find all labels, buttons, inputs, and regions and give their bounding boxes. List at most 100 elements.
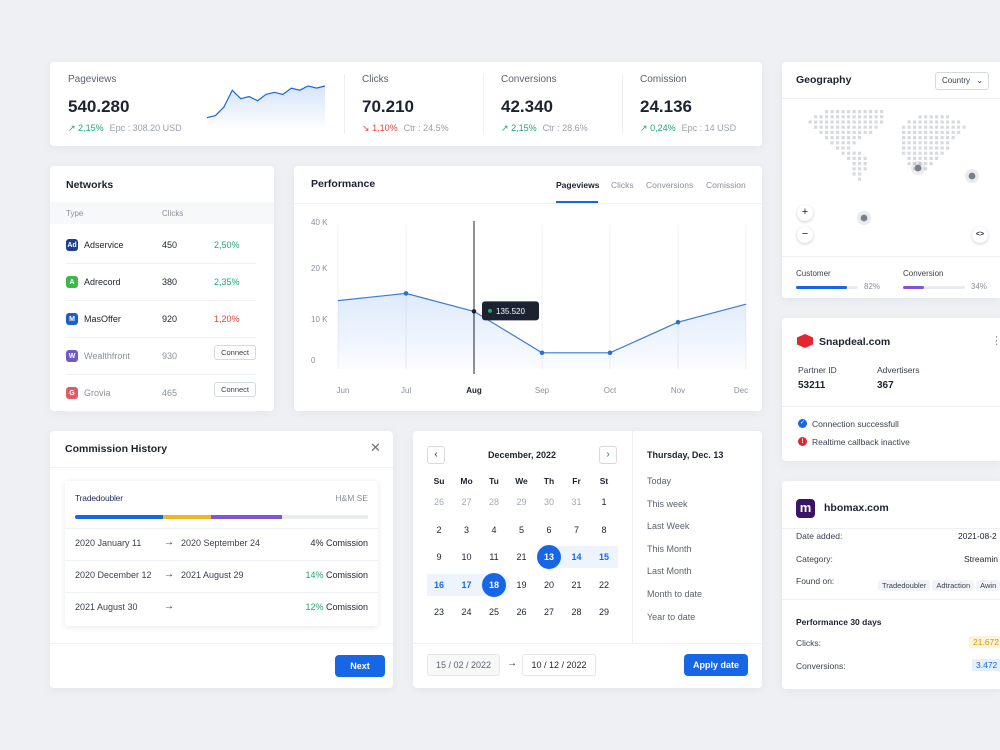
calendar-day[interactable]: 24 bbox=[461, 607, 472, 618]
calendar-day[interactable]: 8 bbox=[601, 524, 607, 535]
map-dot bbox=[951, 120, 955, 124]
date-to-input[interactable]: 10 / 12 / 2022 bbox=[522, 654, 596, 676]
calendar-day[interactable]: 11 bbox=[489, 552, 499, 563]
map-dot bbox=[830, 110, 834, 114]
calendar-day[interactable]: 20 bbox=[543, 579, 554, 590]
commission-pct: 12% bbox=[305, 602, 324, 612]
data-point[interactable] bbox=[607, 350, 613, 356]
data-point[interactable] bbox=[471, 309, 477, 314]
calendar-day[interactable]: 31 bbox=[571, 497, 582, 507]
calendar-day[interactable]: 29 bbox=[516, 497, 527, 507]
calendar-day[interactable]: 21 bbox=[516, 552, 527, 563]
calendar-day[interactable]: 22 bbox=[598, 579, 609, 590]
quick-range-option[interactable]: Year to date bbox=[647, 611, 696, 622]
network-rate: 2,35% bbox=[214, 277, 240, 287]
map-marker[interactable] bbox=[860, 214, 868, 222]
expand-button[interactable]: <> bbox=[972, 227, 988, 243]
quick-range-option[interactable]: Month to date bbox=[647, 589, 703, 599]
calendar-day[interactable]: 27 bbox=[461, 497, 472, 507]
calendar-day[interactable]: 21 bbox=[571, 579, 582, 590]
partner-label: Partner ID bbox=[798, 365, 837, 375]
calendar-day[interactable]: 2 bbox=[436, 524, 442, 535]
calendar-day[interactable]: 17 bbox=[461, 579, 472, 590]
arrow-up-icon: ↗ bbox=[640, 123, 648, 133]
calendar-day[interactable]: 14 bbox=[571, 552, 582, 563]
next-button[interactable]: Next bbox=[335, 655, 385, 677]
quick-range-option[interactable]: This Month bbox=[647, 543, 692, 554]
tooltip-value: 135.520 bbox=[496, 307, 525, 316]
calendar-day[interactable]: 4 bbox=[491, 524, 497, 535]
map-dot bbox=[940, 136, 944, 140]
calendar-day[interactable]: 26 bbox=[433, 497, 444, 507]
calendar-day[interactable]: 7 bbox=[573, 524, 579, 535]
calendar-day[interactable]: 26 bbox=[516, 607, 527, 618]
calendar-day[interactable]: 28 bbox=[488, 497, 499, 507]
prev-month-button[interactable]: ‹ bbox=[427, 446, 445, 464]
map-dot bbox=[874, 125, 878, 129]
map-dot bbox=[869, 110, 873, 114]
map-dot bbox=[852, 151, 856, 155]
stat-label: Conversions bbox=[501, 74, 557, 85]
calendar-day[interactable]: 25 bbox=[488, 607, 499, 618]
map-marker[interactable] bbox=[968, 172, 976, 180]
map-dot bbox=[836, 146, 840, 150]
stat-value: 70.210 bbox=[362, 97, 414, 116]
calendar-day[interactable]: 16 bbox=[433, 579, 444, 590]
calendar-day[interactable]: 9 bbox=[436, 552, 442, 563]
stat-label: Comission bbox=[640, 74, 687, 85]
map-dot bbox=[902, 130, 906, 134]
data-point[interactable] bbox=[403, 291, 409, 296]
map-dot bbox=[913, 156, 917, 160]
map-dot bbox=[869, 125, 873, 129]
map-marker[interactable] bbox=[914, 164, 922, 172]
card-title: Geography bbox=[796, 74, 852, 86]
commission-rate: 4% Comission bbox=[310, 538, 368, 548]
calendar-day[interactable]: 29 bbox=[598, 607, 609, 618]
weekday-label: Fr bbox=[572, 476, 581, 486]
calendar-day[interactable]: 27 bbox=[543, 607, 554, 618]
zoom-out-button[interactable]: − bbox=[797, 227, 813, 243]
date-from-input[interactable]: 15 / 02 / 2022 bbox=[427, 654, 500, 676]
next-month-button[interactable]: › bbox=[599, 446, 617, 464]
calendar-day-selected[interactable]: 18 bbox=[482, 572, 506, 597]
map-dot bbox=[935, 120, 939, 124]
data-point[interactable] bbox=[675, 319, 681, 325]
performance-chart: 40 K 20 K 10 K 0 Jun Jul Aug Sep Oct Nov Dec 135.52… bbox=[311, 218, 748, 395]
apply-date-button[interactable]: Apply date bbox=[684, 654, 748, 676]
network-logo-icon: M bbox=[66, 313, 78, 325]
calendar-day[interactable]: 3 bbox=[463, 524, 469, 535]
data-point[interactable] bbox=[539, 350, 545, 356]
calendar-day[interactable]: 30 bbox=[543, 497, 554, 507]
calendar-day-selected[interactable]: 13 bbox=[537, 545, 561, 570]
map-dot bbox=[852, 120, 856, 124]
calendar-day[interactable]: 1 bbox=[601, 497, 607, 507]
calendar-day[interactable]: 15 bbox=[598, 552, 609, 563]
country-select[interactable]: Country ⌄ bbox=[935, 72, 989, 90]
stat-value: 42.340 bbox=[501, 97, 553, 116]
calendar-day[interactable]: 5 bbox=[518, 524, 524, 535]
quick-range-option[interactable]: Last Week bbox=[647, 521, 690, 532]
close-icon[interactable]: ✕ bbox=[370, 440, 381, 455]
tab-conversions[interactable]: Conversions bbox=[646, 180, 694, 190]
map-dot bbox=[830, 125, 834, 129]
connect-button[interactable]: Connect bbox=[214, 382, 256, 397]
tab-comission[interactable]: Comission bbox=[706, 180, 746, 190]
quick-range-option[interactable]: Last Month bbox=[647, 566, 692, 577]
commission-from: 2020 January 11 bbox=[75, 538, 142, 548]
quick-range-option[interactable]: This week bbox=[647, 498, 688, 509]
calendar-day[interactable]: 10 bbox=[461, 552, 472, 563]
tab-clicks[interactable]: Clicks bbox=[611, 180, 634, 190]
tab-pageviews[interactable]: Pageviews bbox=[556, 180, 600, 190]
map-dot bbox=[946, 136, 950, 140]
calendar-day[interactable]: 6 bbox=[546, 524, 552, 535]
calendar-day[interactable]: 23 bbox=[433, 607, 444, 618]
calendar-day[interactable]: 19 bbox=[516, 579, 527, 590]
network-clicks: 465 bbox=[162, 388, 178, 398]
zoom-in-button[interactable]: + bbox=[797, 205, 813, 221]
more-icon[interactable]: ⋮ bbox=[991, 335, 1000, 347]
conversions-label: Conversions: bbox=[796, 661, 846, 671]
map-dot bbox=[935, 146, 939, 150]
quick-range-option[interactable]: Today bbox=[647, 476, 672, 486]
connect-button[interactable]: Connect bbox=[214, 345, 256, 360]
calendar-day[interactable]: 28 bbox=[571, 607, 582, 618]
